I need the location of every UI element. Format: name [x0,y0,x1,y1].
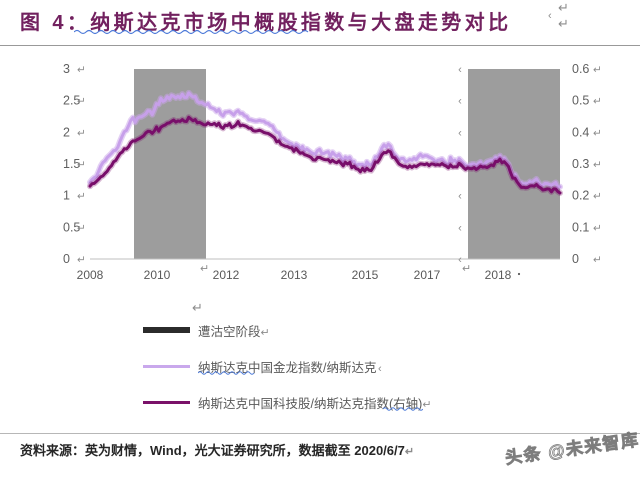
svg-text:2010: 2010 [144,268,171,280]
svg-text:↵: ↵ [77,191,86,203]
svg-text:↵: ↵ [593,159,602,171]
svg-text:↵: ↵ [77,159,86,171]
svg-text:‹: ‹ [458,254,462,266]
svg-text:↵: ↵ [593,191,602,203]
svg-text:0.6: 0.6 [572,62,589,76]
svg-text:0: 0 [572,252,579,266]
svg-text:‹: ‹ [458,96,462,108]
svg-text:↵: ↵ [593,96,602,108]
svg-text:‹: ‹ [458,191,462,203]
svg-text:2017: 2017 [414,268,441,280]
svg-text:0.4: 0.4 [572,125,589,139]
svg-text:↵: ↵ [462,263,471,275]
svg-text:3: 3 [63,62,70,76]
svg-text:↵: ↵ [200,263,209,275]
svg-text:2: 2 [63,125,70,139]
svg-text:2015: 2015 [352,268,379,280]
svg-text:2012: 2012 [213,268,240,280]
svg-text:2013: 2013 [281,268,308,280]
svg-text:↵: ↵ [593,222,602,234]
svg-text:0.5: 0.5 [572,94,589,108]
svg-text:2018: 2018 [485,268,512,280]
svg-text:‹: ‹ [458,64,462,76]
svg-text:0: 0 [63,252,70,266]
svg-text:1: 1 [63,189,70,203]
svg-text:2008: 2008 [77,268,104,280]
svg-text:0.3: 0.3 [572,157,589,171]
svg-text:‹: ‹ [458,222,462,234]
svg-text:↵: ↵ [593,254,602,266]
svg-text:↵: ↵ [77,222,86,234]
svg-text:↵: ↵ [593,64,602,76]
svg-text:0.2: 0.2 [572,189,589,203]
svg-text:↵: ↵ [77,127,86,139]
svg-text:↵: ↵ [77,254,86,266]
svg-text:↵: ↵ [77,64,86,76]
svg-text:0.1: 0.1 [572,220,589,234]
svg-text:‹: ‹ [458,127,462,139]
svg-text:↵: ↵ [77,96,86,108]
svg-text:↵: ↵ [593,127,602,139]
